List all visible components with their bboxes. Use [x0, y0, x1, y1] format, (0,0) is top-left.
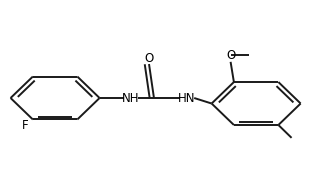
- Text: NH: NH: [122, 92, 140, 105]
- Text: O: O: [144, 52, 154, 65]
- Text: F: F: [22, 119, 29, 132]
- Text: O: O: [226, 49, 235, 62]
- Text: HN: HN: [178, 92, 196, 105]
